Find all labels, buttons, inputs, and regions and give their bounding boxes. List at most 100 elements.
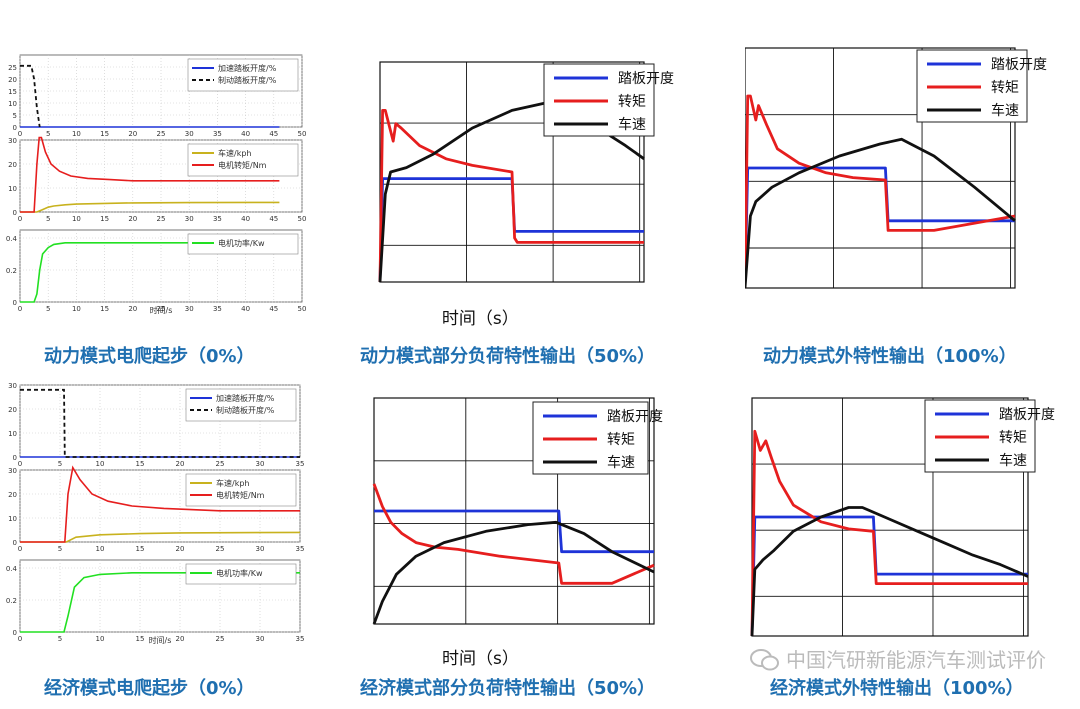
wechat-icon: [750, 649, 779, 671]
x-tick-label: 10: [72, 215, 81, 223]
y-tick-label: 0.4: [6, 565, 18, 573]
series-line-blue: [374, 509, 654, 554]
y-tick-label: 0: [13, 209, 17, 217]
legend-label: 转矩: [618, 94, 646, 110]
series-line-black: [750, 506, 1029, 637]
y-tick-label: 10: [8, 100, 17, 108]
x-tick-label: 30: [185, 130, 194, 138]
x-tick-label: 20: [128, 130, 137, 138]
legend-label: 踏板开度: [999, 407, 1055, 423]
y-tick-label: 20: [8, 491, 17, 499]
legend-label: 电机转矩/Nm: [216, 490, 265, 500]
legend-label: 电机功率/Kw: [218, 238, 265, 248]
x-tick-label: 45: [269, 215, 278, 223]
y-tick-label: 20: [8, 76, 17, 84]
x-tick-label: 40: [241, 215, 250, 223]
series-line-yellow: [20, 201, 280, 213]
x-tick-label: 35: [296, 635, 305, 643]
x-tick-label: 20: [128, 215, 137, 223]
subplot-0: 0 5 10 15 20 25 30 35 40 45 50 0 5 10 15 20 25 加速踏板开度/% 制动…: [8, 54, 307, 138]
x-tick-label: 35: [296, 545, 305, 553]
x-tick-label: 0: [18, 130, 22, 138]
x-tick-label: 25: [157, 130, 166, 138]
x-tick-label: 50: [298, 305, 307, 313]
x-tick-label: 15: [100, 130, 109, 138]
x-axis-label: 时间（s）: [442, 649, 519, 668]
series-line-green: [20, 242, 280, 303]
y-tick-label: 0.2: [6, 267, 17, 275]
x-tick-label: 30: [185, 215, 194, 223]
y-tick-label: 0: [13, 539, 17, 547]
subplot-0: 0 5 10 15 20 25 30 35 0 10 20 30 加速踏板开度/% 制动踏板开度/%: [8, 382, 304, 468]
x-tick-label: 5: [58, 545, 62, 553]
x-tick-label: 10: [96, 545, 105, 553]
legend-label: 制动踏板开度/%: [218, 75, 277, 85]
series-line-red: [745, 94, 1016, 289]
x-tick-label: 25: [157, 305, 166, 313]
y-tick-label: 0: [13, 454, 17, 462]
legend-label: 加速踏板开度/%: [216, 393, 275, 403]
x-tick-label: 50: [298, 215, 307, 223]
x-tick-label: 45: [269, 130, 278, 138]
series-line-black: [372, 520, 655, 625]
x-tick-label: 15: [136, 545, 145, 553]
x-tick-label: 35: [213, 130, 222, 138]
x-tick-label: 5: [46, 215, 50, 223]
caption-economy-partial: 经济模式部分负荷特性输出（50%）: [360, 678, 656, 699]
x-tick-label: 30: [185, 305, 194, 313]
legend-label: 电机转矩/Nm: [218, 160, 267, 170]
x-tick-label: 25: [216, 460, 225, 468]
x-tick-label: 0: [18, 635, 22, 643]
y-tick-label: 0.2: [6, 597, 17, 605]
x-tick-label: 15: [136, 460, 145, 468]
x-tick-label: 35: [296, 460, 305, 468]
y-tick-label: 5: [13, 112, 17, 120]
legend-label: 车速/kph: [216, 478, 249, 488]
y-tick-label: 10: [8, 185, 17, 193]
x-tick-label: 45: [269, 305, 278, 313]
x-tick-label: 50: [298, 130, 307, 138]
x-tick-label: 0: [18, 215, 22, 223]
x-tick-label: 40: [241, 130, 250, 138]
legend-label: 车速: [607, 454, 635, 471]
x-tick-label: 20: [176, 635, 185, 643]
x-tick-label: 15: [100, 305, 109, 313]
watermark-text: 中国汽研新能源汽车测试评价: [786, 648, 1046, 672]
legend-label: 转矩: [607, 432, 635, 448]
legend: 加速踏板开度/% 制动踏板开度/%: [187, 58, 299, 92]
x-tick-label: 10: [96, 635, 105, 643]
x-tick-label: 5: [46, 305, 50, 313]
x-tick-label: 40: [241, 305, 250, 313]
legend-label: 车速: [999, 452, 1027, 469]
x-tick-label: 5: [46, 130, 50, 138]
y-tick-label: 30: [8, 467, 17, 475]
y-tick-label: 0: [13, 629, 17, 637]
x-axis-label: 时间（s）: [442, 309, 519, 328]
caption-dynamic-partial: 动力模式部分负荷特性输出（50%）: [360, 346, 656, 367]
legend-label: 制动踏板开度/%: [216, 405, 275, 415]
legend: 车速/kph 电机转矩/Nm: [185, 473, 297, 507]
series-line-red: [378, 109, 644, 283]
chart-economy-creep: 0 5 10 15 20 25 30 35 0 10 20 30 加速踏板开度/% 制动踏板开度/% 0 5 1…: [6, 382, 305, 645]
legend-label: 转矩: [999, 430, 1027, 446]
legend-label: 车速: [618, 116, 646, 133]
series-line-red: [20, 465, 300, 543]
x-tick-label: 15: [136, 635, 145, 643]
legend-label: 踏板开度: [618, 71, 674, 87]
x-tick-label: 35: [213, 305, 222, 313]
x-tick-label: 15: [100, 215, 109, 223]
series-line-red: [372, 483, 655, 585]
legend-label: 车速/kph: [218, 148, 251, 158]
legend: 电机功率/Kw: [187, 233, 299, 255]
legend-label: 车速: [991, 102, 1019, 119]
subplot-2: 0 5 10 15 20 25 30 35 40 45 50 0 0.2 0.4 电机功率/Kw: [6, 229, 307, 313]
x-tick-label: 5: [58, 635, 62, 643]
x-tick-label: 0: [18, 305, 22, 313]
caption-economy-creep: 经济模式电爬起步（0%）: [44, 678, 255, 699]
caption-dynamic-full: 动力模式外特性输出（100%）: [763, 346, 1017, 367]
